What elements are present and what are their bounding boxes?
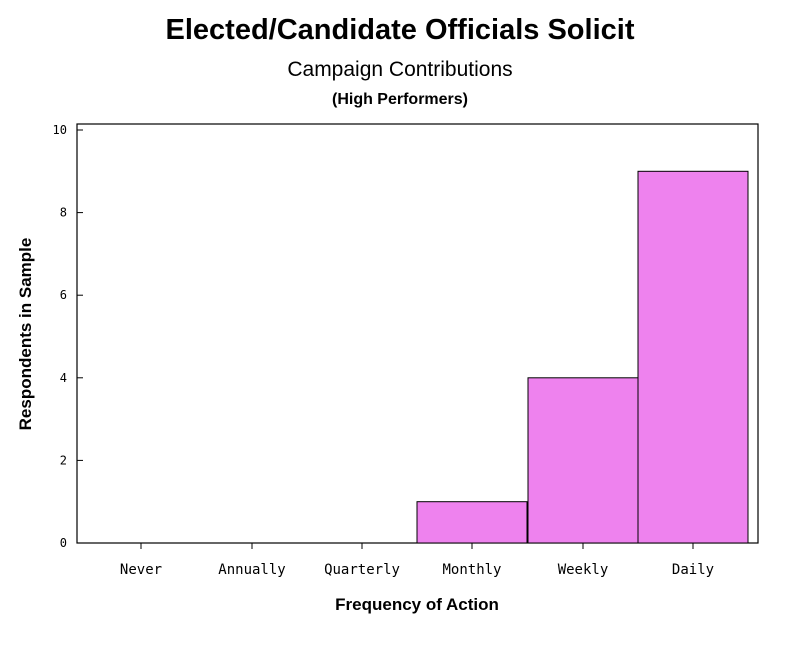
x-tick-label-daily: Daily bbox=[672, 562, 714, 578]
x-tick-label-weekly: Weekly bbox=[558, 562, 609, 578]
bar-monthly bbox=[416, 501, 528, 544]
y-tick-label: 8 bbox=[60, 206, 67, 220]
y-tick-label: 10 bbox=[53, 123, 67, 137]
y-tick-label: 4 bbox=[60, 371, 67, 385]
y-axis-label: Respondents in Sample bbox=[16, 238, 35, 431]
x-axis-ticks: Never Annually Quarterly Monthly Weekly Daily bbox=[120, 543, 714, 578]
bars-layer bbox=[416, 170, 749, 544]
y-tick-label: 6 bbox=[60, 288, 67, 302]
bar-weekly bbox=[527, 377, 639, 544]
x-tick-label-quarterly: Quarterly bbox=[324, 562, 400, 578]
y-tick-label: 2 bbox=[60, 453, 67, 467]
chart-subsubtitle: (High Performers) bbox=[332, 91, 468, 108]
y-axis-ticks: 0 2 4 6 8 10 bbox=[53, 123, 83, 550]
x-tick-label-annually: Annually bbox=[218, 562, 285, 578]
x-tick-label-never: Never bbox=[120, 562, 162, 578]
chart-subtitle: Campaign Contributions bbox=[287, 58, 512, 81]
x-axis-label: Frequency of Action bbox=[335, 595, 499, 614]
bar-daily bbox=[637, 170, 749, 544]
y-tick-label: 0 bbox=[60, 536, 67, 550]
chart-title: Elected/Candidate Officials Solicit bbox=[166, 14, 635, 46]
x-tick-label-monthly: Monthly bbox=[442, 562, 501, 578]
